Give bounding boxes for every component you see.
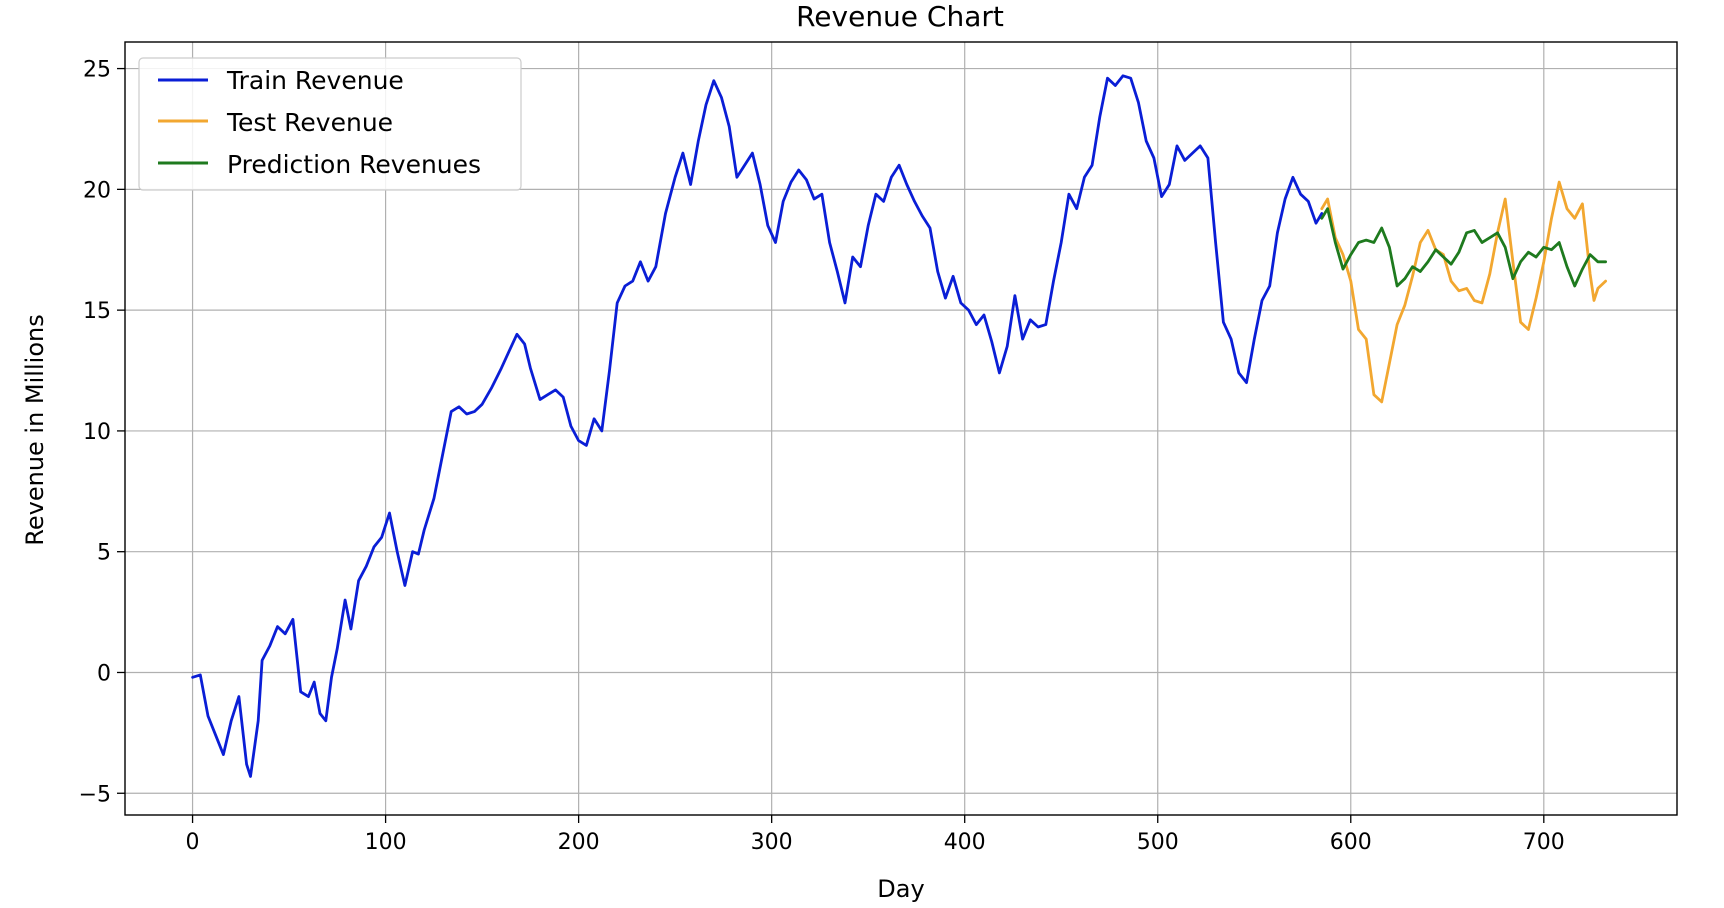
y-tick-label: 5: [97, 541, 111, 566]
chart-title: Revenue Chart: [796, 0, 1004, 33]
legend-label-test: Test Revenue: [226, 108, 393, 137]
y-tick-label: 25: [83, 58, 111, 83]
legend-frame: [138, 57, 522, 191]
x-tick-label: 400: [944, 830, 986, 855]
y-tick-label: 0: [97, 661, 111, 686]
x-tick-label: 300: [751, 830, 793, 855]
legend-label-train: Train Revenue: [226, 66, 404, 95]
y-tick-label: 15: [83, 299, 111, 324]
x-tick-label: 100: [365, 830, 407, 855]
legend: Train Revenue Test Revenue Prediction Re…: [138, 57, 522, 191]
x-tick-label: 0: [186, 830, 200, 855]
x-tick-label: 600: [1330, 830, 1372, 855]
y-tick-label: 10: [83, 420, 111, 445]
legend-label-prediction: Prediction Revenues: [227, 150, 481, 179]
x-axis-title: Day: [877, 875, 924, 903]
series-lines: [191, 74, 1607, 778]
x-tick-label: 200: [558, 830, 600, 855]
series-line-test-revenue: [1320, 180, 1607, 404]
x-tick-label: 700: [1523, 830, 1565, 855]
y-tick-label: 20: [83, 178, 111, 203]
y-tick-label: −5: [79, 782, 111, 807]
plot-frame: [124, 41, 1678, 816]
x-axis-ticks: 0 100 200 300 400 500 600 700: [186, 815, 1565, 855]
series-line-train-revenue: [191, 74, 1324, 778]
y-axis-title: Revenue in Millions: [21, 314, 49, 545]
y-axis-ticks: −5 0 5 10 15 20 25: [79, 58, 125, 807]
x-tick-label: 500: [1137, 830, 1179, 855]
series-line-prediction-revenues: [1320, 207, 1607, 288]
